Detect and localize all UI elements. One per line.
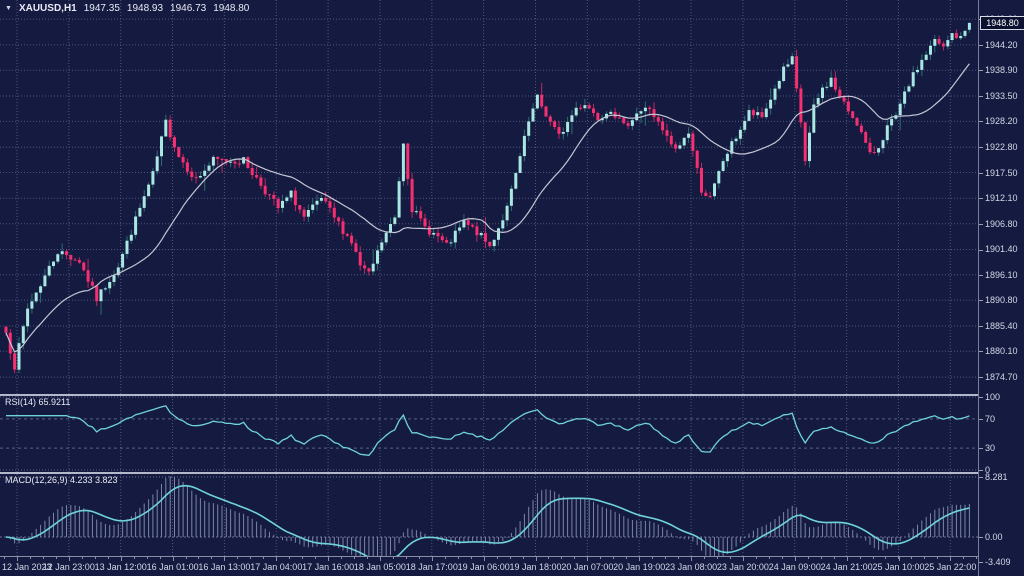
price-tick-label: 1906.80: [979, 219, 1018, 229]
price-tick-label: 1928.20: [979, 116, 1018, 126]
price-tick-label: 1938.90: [979, 65, 1018, 75]
ohlc-high: 1948.93: [126, 3, 164, 14]
symbol-ohlc-header: ▼ XAUUSD,H1 1947.35 1948.93 1946.73 1948…: [5, 3, 249, 14]
macd-level-label: 8.281: [979, 472, 1008, 482]
time-tick-label: 20 Jan 07:00: [561, 562, 614, 572]
time-tick-label: 12 Jan 2023: [2, 562, 52, 572]
time-tick-label: 24 Jan 09:00: [768, 562, 821, 572]
current-price-badge: 1948.80: [980, 16, 1024, 31]
symbol-dropdown-icon[interactable]: ▼: [5, 5, 12, 12]
ohlc-close: 1948.80: [213, 3, 250, 14]
time-tick-label: 19 Jan 06:00: [457, 562, 510, 572]
macd-label: MACD(12,26,9) 4.233 3.823: [5, 475, 118, 485]
panel-separator-main-rsi[interactable]: [0, 394, 978, 396]
macd-level-label: 0.00: [979, 532, 1003, 542]
time-tick-label: 23 Jan 08:00: [665, 562, 718, 572]
ohlc-open: 1947.35: [83, 3, 120, 14]
time-tick-label: 13 Jan 12:00: [94, 562, 147, 572]
time-axis[interactable]: 12 Jan 2023 12 Jan 23:00 13 Jan 12:00 16 Ja…: [0, 556, 978, 576]
macd-level-label: -3.409: [979, 557, 1011, 567]
time-tick-label: 23 Jan 20:00: [716, 562, 769, 572]
time-tick-label: 25 Jan 10:00: [872, 562, 925, 572]
rsi-panel[interactable]: [0, 396, 978, 472]
price-tick-label: 1874.70: [979, 372, 1018, 382]
price-tick-label: 1912.10: [979, 193, 1018, 203]
time-tick-label: 20 Jan 19:00: [613, 562, 666, 572]
panel-separator-rsi-macd[interactable]: [0, 472, 978, 474]
time-tick-label: 16 Jan 01:00: [146, 562, 199, 572]
price-tick-label: 1917.50: [979, 168, 1018, 178]
price-tick-label: 1885.40: [979, 321, 1018, 331]
rsi-level-label: 70: [979, 414, 995, 424]
price-tick-label: 1896.10: [979, 270, 1018, 280]
time-tick-label: 18 Jan 17:00: [405, 562, 458, 572]
ohlc-low: 1946.73: [170, 3, 207, 14]
price-chart-canvas[interactable]: [0, 0, 978, 394]
main-chart-panel[interactable]: [0, 0, 978, 394]
time-tick-label: 18 Jan 05:00: [353, 562, 406, 572]
time-tick-label: 25 Jan 22:00: [924, 562, 977, 572]
macd-panel[interactable]: [0, 474, 978, 556]
rsi-chart-canvas[interactable]: [0, 396, 978, 472]
price-tick-label: 1890.80: [979, 295, 1018, 305]
time-tick-label: 16 Jan 13:00: [198, 562, 251, 572]
rsi-level-label: 0: [979, 465, 990, 475]
price-tick-label: 1880.10: [979, 346, 1018, 356]
time-tick-label: 12 Jan 23:00: [42, 562, 95, 572]
time-tick-label: 19 Jan 18:00: [509, 562, 562, 572]
price-axis[interactable]: 1948.80 1949.601944.201938.901933.501928…: [978, 0, 1024, 576]
time-tick-label: 17 Jan 16:00: [302, 562, 355, 572]
price-tick-label: 1922.80: [979, 142, 1018, 152]
time-tick-label: 24 Jan 21:00: [820, 562, 873, 572]
rsi-label: RSI(14) 65.9211: [5, 397, 71, 407]
time-tick-label: 17 Jan 04:00: [250, 562, 303, 572]
price-tick-label: 1944.20: [979, 40, 1018, 50]
price-tick-label: 1933.50: [979, 91, 1018, 101]
rsi-level-label: 30: [979, 443, 995, 453]
symbol-name: XAUUSD,H1: [18, 3, 77, 14]
rsi-level-label: 100: [979, 392, 1000, 402]
macd-chart-canvas[interactable]: [0, 474, 978, 556]
price-tick-label: 1901.40: [979, 244, 1018, 254]
